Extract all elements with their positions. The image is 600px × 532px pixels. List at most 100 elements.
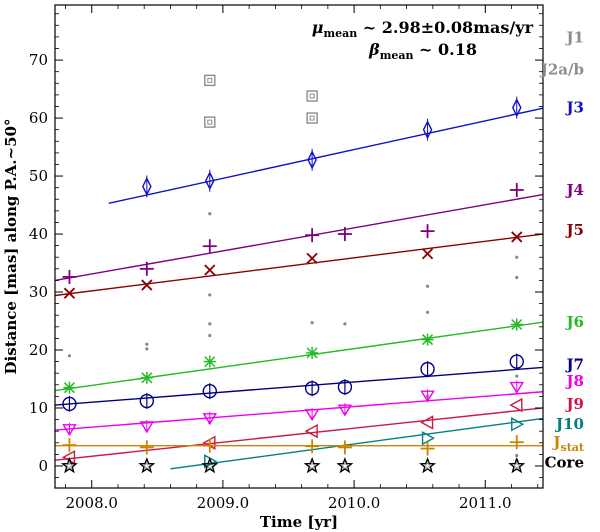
x-tick-label: 2010.0 [328,494,381,512]
data-markers [60,74,526,474]
faint-component-point [208,322,212,326]
data-point-jstat [62,438,77,453]
x-tick-label: 2009.0 [197,494,250,512]
data-point-j8 [139,419,155,434]
data-point-j2a/b [306,112,318,124]
component-label-core: Core [545,454,584,472]
data-point-j7 [337,379,353,396]
fit-line-j7 [54,366,544,406]
data-point-j4 [202,239,217,254]
data-point-j7 [202,383,217,400]
beta-symbol: β [368,40,380,59]
data-point-j3 [205,169,215,192]
beta-subscript: mean [380,49,414,62]
faint-component-point [145,347,149,351]
y-tick-label: 30 [29,283,48,301]
data-point-j9 [420,415,434,430]
fit-line-j4 [54,193,544,282]
data-point-j4 [139,261,154,276]
y-axis-title: Distance [mas] along P.A.~50° [2,119,20,375]
data-point-j6 [203,355,216,368]
data-point-j4 [337,227,352,242]
fit-line-j10 [170,417,544,470]
fit-lines [54,107,544,470]
axis-ticks: 2008.0 2009.0 2010.0 2011.0 0 10 20 30 40 50 60 70 [29,5,543,512]
component-label-j4: J4 [564,181,584,199]
component-label-j8: J8 [564,372,584,390]
component-label-j9: J9 [564,395,584,413]
component-label-j1: J1 [564,29,584,47]
data-point-j8 [509,380,524,394]
data-point-j6 [421,333,434,346]
fit-line-j3 [108,107,544,204]
data-point-j7 [420,361,435,378]
data-point-j5 [511,231,523,243]
data-point-core [303,457,321,474]
y-tick-label: 70 [29,51,48,69]
data-point-j8 [337,403,353,417]
faint-component-point [515,453,519,458]
data-point-j5 [63,287,76,299]
y-tick-label: 50 [29,167,48,185]
y-tick-label: 40 [29,225,48,243]
data-point-core [201,457,219,474]
data-point-j6 [510,318,523,331]
data-point-j4 [509,182,524,197]
data-point-j4 [62,269,77,284]
x-tick-label: 2011.0 [459,494,512,512]
fit-line-j9 [54,407,544,461]
data-point-j4 [305,228,320,243]
component-label-j6: J6 [564,313,584,331]
data-point-j4 [420,224,435,239]
fit-line-j6 [54,321,544,392]
data-point-j3 [511,96,522,119]
faint-component-point [343,322,347,326]
data-point-jstat [305,439,320,454]
faint-component-point [425,310,430,314]
data-point-core [138,457,156,474]
data-point-core [336,457,354,474]
data-point-j8 [202,411,218,426]
faint-component-point [208,293,212,297]
beta-value: ~ 0.18 [413,40,477,59]
faint-component-point [208,212,212,216]
data-point-jstat [420,441,435,456]
faint-component-point [67,354,72,358]
mu-value: ~ 2.98±0.08mas/yr [357,18,533,37]
data-point-j7 [62,395,77,412]
faint-component-point [310,321,314,325]
data-point-core [419,457,437,474]
component-label-j10: J10 [554,415,584,433]
data-point-j3 [422,118,433,141]
data-point-core [60,457,78,474]
data-point-j6 [140,371,153,384]
mu-subscript: mean [323,27,357,40]
data-point-j6 [306,346,319,359]
data-point-j5 [421,248,434,260]
data-point-core [508,457,526,474]
annotation-mu-mean: μmean ~ 2.98±0.08mas/yr [312,18,534,40]
faint-component-point [515,255,519,259]
component-label-j5: J5 [564,221,584,239]
y-tick-label: 10 [29,399,48,417]
component-label-jstat: Jstat [551,433,585,454]
data-point-j8 [62,422,77,437]
data-point-jstat [139,440,154,455]
data-point-j7 [304,380,320,397]
data-point-j10 [511,417,525,432]
faint-component-point [515,374,519,378]
data-point-j5 [204,264,216,276]
data-point-j6 [63,381,76,394]
data-point-jstat [337,440,352,455]
plot-frame [54,4,544,489]
faint-component-point [208,333,212,338]
y-tick-label: 60 [29,109,48,127]
faint-component-point [425,284,430,288]
data-point-j2a/b [204,116,216,128]
data-point-j2a/b [306,90,318,102]
x-tick-label: 2008.0 [65,494,118,512]
data-point-jstat [202,438,217,453]
y-tick-label: 0 [38,457,48,475]
faint-component-point [145,342,149,346]
